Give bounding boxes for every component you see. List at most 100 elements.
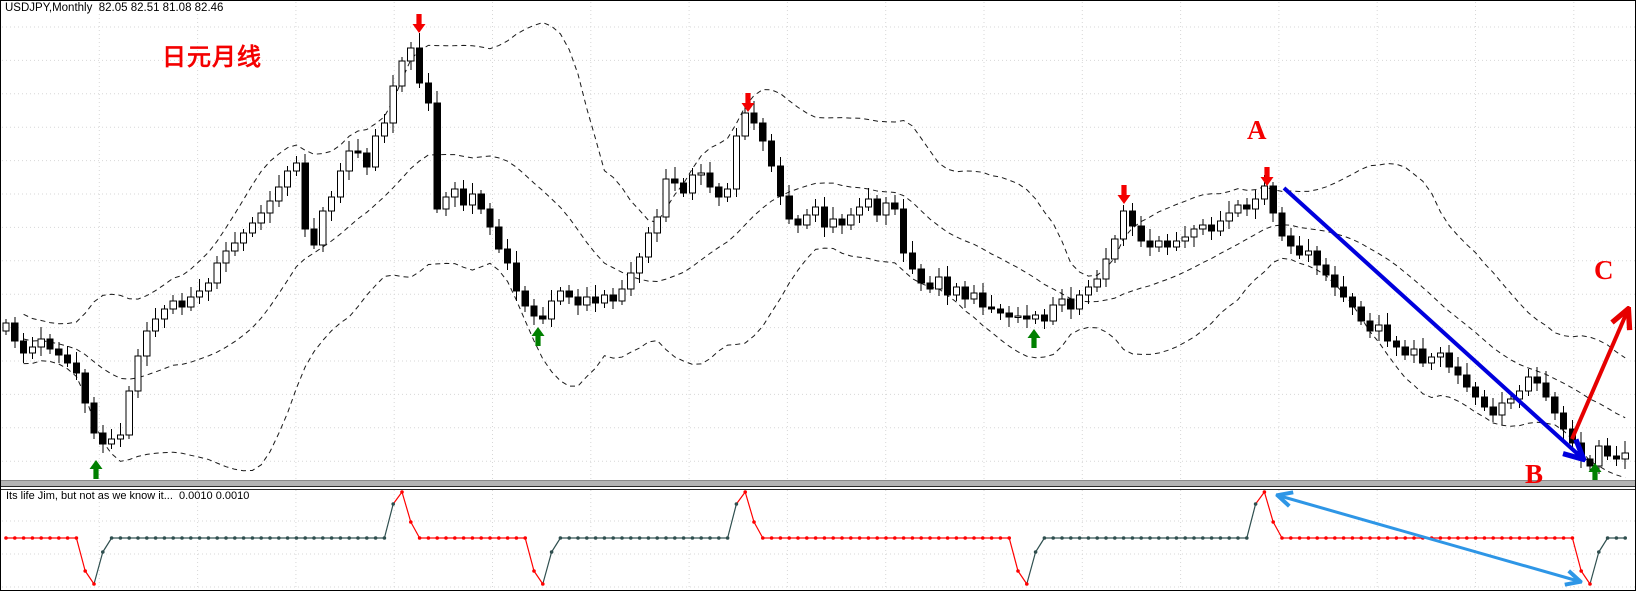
sell-arrow-icon[interactable] — [1117, 185, 1131, 204]
buy-arrow-icon[interactable] — [1027, 329, 1041, 348]
indicator-dot — [1077, 536, 1082, 540]
projection-b-to-c[interactable] — [1570, 312, 1627, 440]
indicator-dot — [197, 536, 202, 540]
candle-body — [1040, 314, 1049, 322]
candle-body — [1252, 198, 1260, 210]
indicator-line — [551, 537, 561, 553]
candle-body — [372, 135, 380, 168]
candle-body — [1375, 324, 1383, 332]
indicator-dot — [347, 536, 352, 540]
chart-text-object[interactable]: C — [1594, 255, 1614, 285]
candle-body — [644, 232, 652, 258]
candle-body — [926, 282, 934, 290]
sell-arrow-icon[interactable] — [1260, 167, 1274, 186]
candle-body — [1410, 348, 1418, 356]
candle-body — [1260, 185, 1269, 200]
indicator-dot — [717, 536, 721, 540]
indicator-line — [1246, 503, 1257, 539]
candle-body — [55, 348, 63, 356]
indicator-dot — [1086, 536, 1091, 540]
chart-text-object[interactable]: A — [1247, 115, 1267, 145]
indicator-dot — [1588, 582, 1592, 586]
indicator-dot — [796, 536, 800, 540]
indicator-dot — [48, 536, 52, 540]
indicator-dot — [1509, 536, 1513, 540]
candle-body — [1489, 406, 1497, 416]
candle-body — [812, 206, 820, 216]
chart-text-object[interactable]: 日元月线 — [162, 43, 262, 71]
candle-body — [1401, 346, 1409, 356]
indicator-line — [1263, 491, 1274, 523]
candle-body — [1278, 212, 1286, 237]
indicator-line — [524, 537, 535, 572]
candle-body — [380, 122, 388, 137]
indicator-line — [410, 521, 421, 539]
candle-body — [310, 228, 318, 246]
sell-arrow-icon[interactable] — [412, 14, 426, 33]
indicator-dot — [813, 536, 818, 540]
candle-body — [284, 170, 292, 188]
candle-body — [794, 218, 802, 226]
buy-arrow-icon[interactable] — [89, 460, 103, 479]
candle-body — [20, 340, 28, 354]
indicator-dot — [831, 536, 835, 540]
sell-arrow-icon[interactable] — [741, 93, 755, 112]
indicator-line — [1008, 537, 1019, 572]
candle-body — [1058, 298, 1066, 306]
candle-body — [820, 206, 828, 228]
candle-body — [266, 200, 274, 214]
candle-body — [1340, 286, 1348, 298]
indicator-dot — [83, 569, 87, 573]
indicator-dot — [1473, 536, 1478, 540]
indicator-dot — [840, 536, 844, 540]
candle-body — [345, 150, 353, 172]
candle-body — [653, 216, 661, 234]
candle-body — [1604, 445, 1612, 457]
chart-text-object[interactable]: B — [1525, 459, 1544, 489]
indicator-dot — [162, 536, 167, 540]
candle-body — [37, 338, 45, 348]
indicator-dot — [963, 536, 967, 540]
buy-arrow-icon[interactable] — [531, 327, 545, 346]
indicator-dot — [655, 536, 659, 540]
candle-body — [416, 47, 424, 84]
candle-body — [1533, 376, 1541, 384]
indicator-dot — [523, 536, 527, 540]
indicator-dot — [435, 536, 440, 540]
candle-body — [116, 434, 125, 440]
indicator-dot — [1517, 536, 1522, 540]
signal-indicator — [4, 490, 1627, 586]
buy-arrow-icon[interactable] — [1588, 463, 1602, 482]
symbol-title: USDJPY,Monthly 82.05 82.51 81.08 82.46 — [5, 2, 224, 14]
candle-body — [944, 276, 952, 296]
indicator-dot — [576, 536, 580, 540]
indicator-dot — [1456, 536, 1460, 540]
indicator-dot — [1570, 536, 1575, 540]
indicator-line — [542, 551, 553, 585]
indicator-double-arrow[interactable] — [1280, 496, 1578, 581]
band-upper — [23, 22, 1626, 359]
candle-body — [460, 188, 468, 206]
candle-body — [169, 300, 177, 310]
candle-body — [724, 188, 732, 198]
indicator-dot — [1139, 536, 1143, 540]
candle-body — [671, 178, 679, 184]
indicator-dot — [1614, 536, 1619, 540]
candle-body — [389, 85, 397, 124]
indicator-dot — [241, 536, 246, 540]
candle-body — [917, 268, 925, 284]
candle-body — [1111, 238, 1119, 260]
trendline-a-to-b[interactable] — [1282, 186, 1581, 457]
panel-splitter[interactable] — [1, 480, 1636, 490]
indicator-dot — [453, 536, 457, 540]
indicator-dot — [893, 536, 897, 540]
indicator-dot — [1341, 536, 1346, 540]
candle-body — [1243, 204, 1251, 210]
candle-body — [1454, 366, 1462, 376]
candle-body — [1524, 376, 1533, 392]
candle-body — [1296, 245, 1304, 256]
candle-body — [1137, 225, 1145, 242]
indicator-dot — [1095, 536, 1099, 540]
splitter-bar[interactable] — [1, 481, 1636, 486]
